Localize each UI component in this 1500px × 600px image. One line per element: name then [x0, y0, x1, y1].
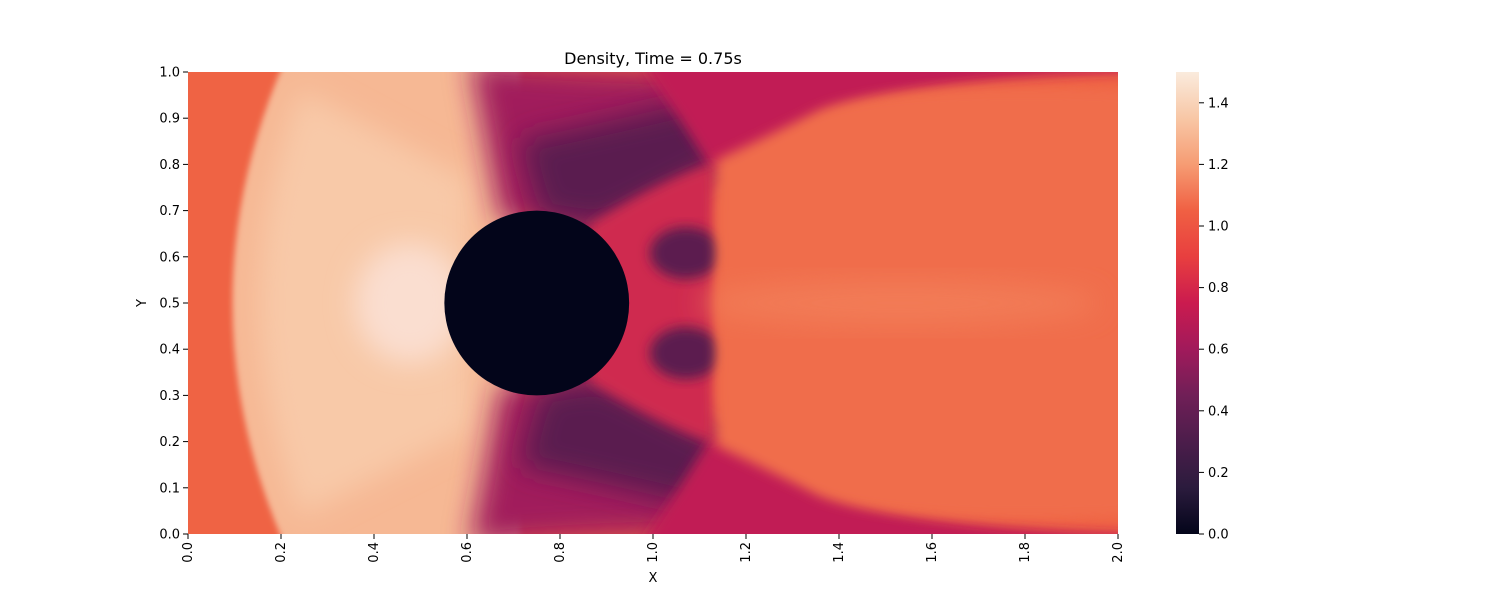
x-tick-label: 1.8: [1018, 542, 1033, 563]
x-tick-label: 0.8: [553, 542, 568, 563]
stagnation-peak: [355, 243, 465, 363]
x-tick-label: 0.6: [460, 542, 475, 563]
colorbar-tick-label: 1.4: [1208, 96, 1229, 111]
y-tick-label: 0.6: [159, 250, 180, 265]
y-tick-label: 0.3: [159, 389, 180, 404]
x-tick-label: 0.2: [274, 542, 289, 563]
colorbar: [1176, 72, 1199, 534]
x-tick-label: 0.4: [367, 542, 382, 563]
x-axis-ticks: 0.0 0.2 0.4 0.6 0.8 1.0 1.2 1.4 1.6 1.8 2.0: [181, 534, 1126, 563]
y-axis-ticks: 0.0 0.1 0.2 0.3 0.4 0.5 0.6 0.7 0.8 0.9 1.0: [159, 66, 188, 543]
y-tick-label: 0.7: [159, 204, 180, 219]
y-tick-label: 0.5: [159, 297, 180, 312]
y-tick-label: 1.0: [159, 66, 180, 81]
y-tick-label: 0.2: [159, 435, 180, 450]
y-tick-label: 0.4: [159, 343, 180, 358]
expansion-lower-dark: [520, 381, 730, 511]
y-tick-label: 0.9: [159, 112, 180, 127]
heatmap-field: [188, 72, 1118, 534]
colorbar-tick-label: 1.2: [1208, 158, 1229, 173]
x-tick-label: 0.0: [181, 542, 196, 563]
x-axis-label: X: [649, 571, 658, 586]
x-tick-label: 1.4: [832, 542, 847, 563]
x-tick-label: 2.0: [1111, 542, 1126, 563]
y-tick-label: 0.1: [159, 481, 180, 496]
downstream-center-streak: [700, 281, 1100, 325]
cylinder-obstacle: [444, 210, 630, 396]
wake-vortex-lower: [650, 327, 722, 379]
colorbar-tick-label: 0.4: [1208, 404, 1229, 419]
colorbar-ticks: 0.0 0.2 0.4 0.6 0.8 1.0 1.2 1.4: [1199, 96, 1229, 543]
chart-title: Density, Time = 0.75s: [564, 49, 742, 68]
y-tick-label: 0.0: [159, 528, 180, 543]
colorbar-tick-label: 1.0: [1208, 220, 1229, 235]
x-tick-label: 1.0: [646, 542, 661, 563]
colorbar-tick-label: 0.2: [1208, 466, 1229, 481]
colorbar-tick-label: 0.6: [1208, 343, 1229, 358]
x-tick-label: 1.6: [925, 542, 940, 563]
colorbar-tick-label: 0.0: [1208, 528, 1229, 543]
wake-vortex-upper: [650, 227, 722, 279]
x-tick-label: 1.2: [739, 542, 754, 563]
expansion-upper-dark: [520, 95, 730, 225]
colorbar-tick-label: 0.8: [1208, 281, 1229, 296]
y-tick-label: 0.8: [159, 158, 180, 173]
y-axis-label: Y: [135, 299, 150, 308]
